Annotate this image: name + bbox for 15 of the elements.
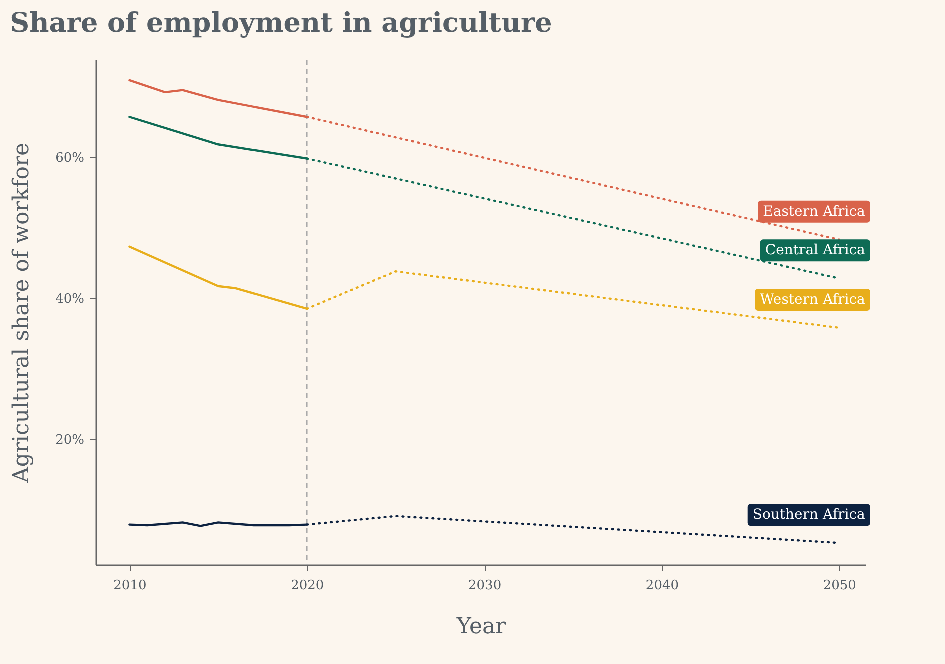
x-tick-label: 2010 (114, 578, 147, 594)
text: Central Africa (765, 242, 866, 259)
x-tick-label: 2020 (291, 578, 324, 594)
y-tick-label: 40% (56, 292, 84, 307)
x-axis-title: Year (456, 614, 507, 640)
text: Southern Africa (752, 507, 866, 524)
chart-title: Share of employment in agriculture (10, 8, 552, 39)
y-tick-label: 60% (56, 150, 84, 166)
text: Western Africa (760, 292, 866, 308)
x-tick-label: 2040 (646, 578, 680, 594)
y-axis-title: Agricultural share of workfore (10, 142, 35, 484)
y-tick-label: 20% (56, 432, 84, 448)
x-tick-label: 2030 (468, 578, 502, 594)
text: Eastern Africa (763, 204, 866, 220)
x-tick-label: 2050 (823, 578, 856, 594)
